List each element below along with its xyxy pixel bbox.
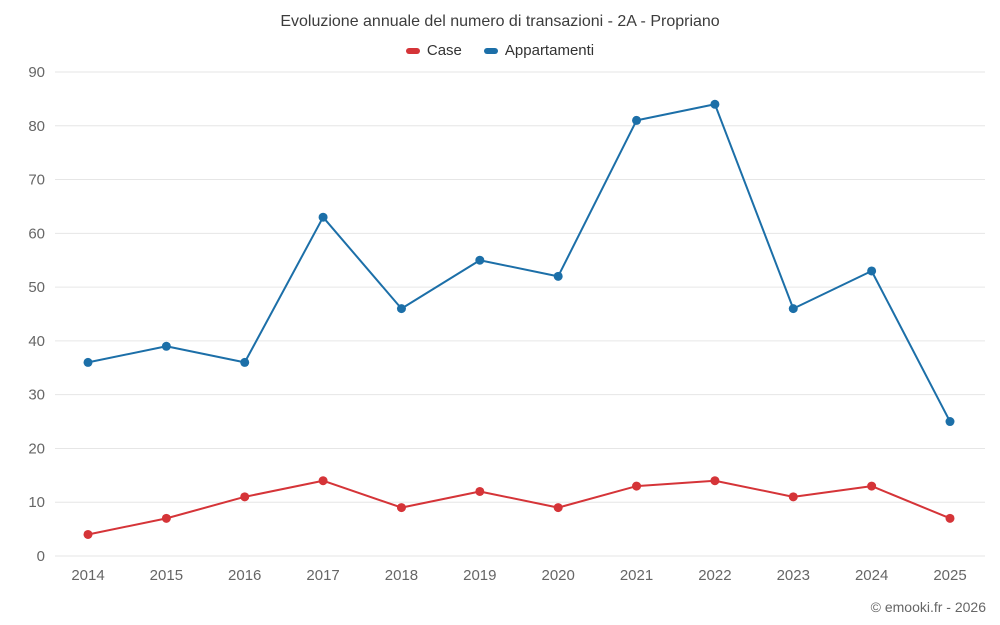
- chart-title: Evoluzione annuale del numero di transaz…: [280, 13, 720, 30]
- y-axis-tick-label: 70: [28, 172, 45, 189]
- data-point-marker: [475, 486, 485, 496]
- series-line-case: [87, 479, 951, 536]
- legend-item-case[interactable]: Case: [405, 42, 462, 59]
- data-point-marker: [867, 481, 877, 491]
- credits-link[interactable]: © emooki.fr - 2026: [870, 599, 986, 615]
- x-axis-tick-label: 2025: [933, 567, 966, 584]
- data-point-marker: [788, 304, 798, 314]
- chart-legend: Case Appartamenti: [0, 42, 1000, 59]
- x-axis-tick-label: 2021: [620, 567, 653, 584]
- y-axis-tick-label: 30: [28, 387, 45, 404]
- data-point-marker: [318, 476, 328, 486]
- data-point-marker: [632, 115, 642, 125]
- y-axis-tick-label: 50: [28, 279, 45, 296]
- data-point-marker: [475, 255, 485, 265]
- data-point-marker: [83, 529, 93, 539]
- y-axis-tick-label: 80: [28, 118, 45, 135]
- data-point-marker: [240, 492, 250, 502]
- x-axis-tick-label: 2015: [150, 567, 183, 584]
- data-point-marker: [632, 481, 642, 491]
- y-axis-tick-label: 10: [28, 494, 45, 511]
- data-point-marker: [710, 476, 720, 486]
- data-point-marker: [945, 513, 955, 523]
- data-point-marker: [553, 271, 563, 281]
- data-point-marker: [945, 417, 955, 427]
- y-axis-tick-label: 40: [28, 333, 45, 350]
- x-axis-tick-label: 2016: [228, 567, 261, 584]
- x-axis-tick-label: 2014: [71, 567, 104, 584]
- series-line-appartamenti: [87, 103, 951, 423]
- x-axis-tick-label: 2020: [541, 567, 574, 584]
- data-point-marker: [318, 212, 328, 222]
- data-point-marker: [83, 357, 93, 367]
- y-axis-tick-label: 90: [28, 64, 45, 81]
- legend-item-appartamenti[interactable]: Appartamenti: [483, 42, 595, 59]
- y-axis-tick-label: 0: [37, 548, 45, 565]
- x-axis-tick-label: 2024: [855, 567, 888, 584]
- x-axis-tick-label: 2023: [777, 567, 810, 584]
- data-point-marker: [396, 304, 406, 314]
- legend-marker-case-icon: [405, 47, 420, 54]
- x-axis-tick-label: 2019: [463, 567, 496, 584]
- data-point-marker: [240, 357, 250, 367]
- data-point-marker: [161, 513, 171, 523]
- data-point-marker: [161, 341, 171, 351]
- data-point-marker: [867, 266, 877, 276]
- data-point-marker: [788, 492, 798, 502]
- y-axis-tick-label: 20: [28, 440, 45, 457]
- x-axis-tick-label: 2022: [698, 567, 731, 584]
- legend-marker-appartamenti-icon: [483, 47, 498, 54]
- data-point-marker: [396, 503, 406, 513]
- data-point-marker: [553, 503, 563, 513]
- data-point-marker: [710, 99, 720, 109]
- legend-label-appartamenti: Appartamenti: [504, 42, 595, 59]
- x-axis-tick-label: 2017: [306, 567, 339, 584]
- y-axis-tick-label: 60: [28, 225, 45, 242]
- x-axis-tick-label: 2018: [385, 567, 418, 584]
- legend-label-case: Case: [426, 42, 462, 59]
